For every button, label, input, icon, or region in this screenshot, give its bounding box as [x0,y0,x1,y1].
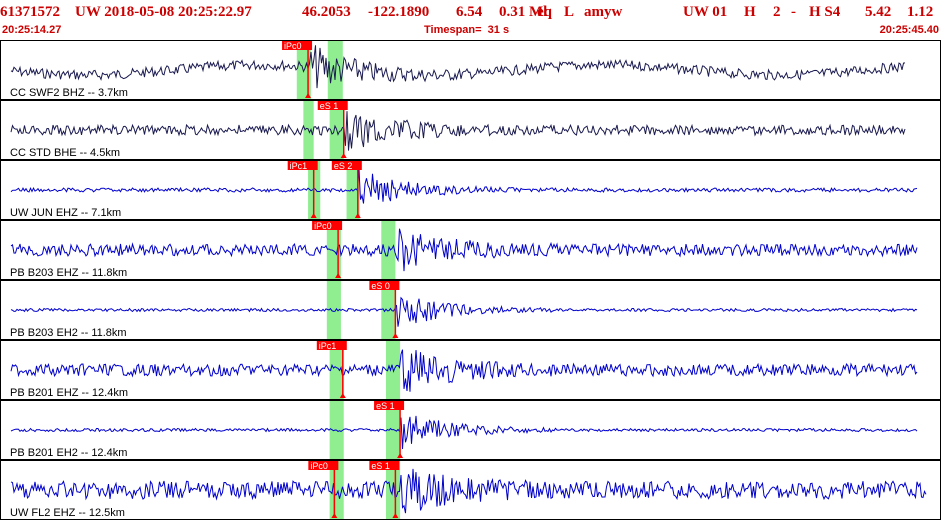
pick-tag[interactable] [331,161,362,170]
event-header: 61371572 UW 2018-05-08 20:25:22.97 46.2053… [0,0,941,40]
header-field-10: H [744,4,756,20]
waveform-trace [10,349,918,392]
station-label: UW JUN EHZ -- 7.1km [10,207,122,219]
pick-arrow-icon [354,213,361,218]
waveform-trace [10,45,906,89]
waveform-trace [10,415,918,450]
pick-arrow-icon [392,513,399,518]
pick-arrow-icon [335,273,342,278]
station-label: PB B203 EH2 -- 11.8km [10,327,127,339]
pick-tag[interactable] [369,281,400,290]
header-field-7: L [564,4,575,20]
pick-arrow-icon [339,393,346,398]
start-time: 20:25:14.27 [2,24,62,36]
pick-tag[interactable] [287,161,318,170]
s-pick-window [385,461,401,519]
pick-label: eS 1 [376,401,395,411]
waveform-trace [10,228,918,272]
station-label: CC STD BHE -- 4.5km [10,147,121,159]
pick-arrow-icon [305,93,312,98]
channel-panel[interactable]: iPc1 PB B201 EHZ -- 12.4km [0,340,941,400]
waveform-trace [10,296,918,327]
station-label: UW FL2 EHZ -- 12.5km [10,507,125,519]
station-label: PB B201 EH2 -- 12.4km [10,447,128,459]
channel-panel[interactable]: iPc0 eS 1 UW FL2 EHZ -- 12.5km [0,460,941,520]
header-field-14: 5.42 [865,4,892,20]
station-label: PB B203 EHZ -- 11.8km [10,267,128,279]
pick-label: iPc0 [284,41,302,51]
waveform-trace [10,168,918,204]
pick-label: iPc0 [314,221,332,231]
channel-panel[interactable]: iPc1 eS 2 UW JUN EHZ -- 7.1km [0,160,941,220]
header-field-9: UW 01 [683,4,728,20]
pick-tag[interactable] [282,41,313,50]
header-field-11: 2 [773,4,781,20]
waveform-trace [10,468,927,514]
pick-arrow-icon [331,513,338,518]
station-label: CC SWF2 BHZ -- 3.7km [10,87,128,99]
channel-panel[interactable]: eS 1 CC STD BHE -- 4.5km [0,100,941,160]
pick-tag[interactable] [308,461,339,470]
pick-arrow-icon [310,213,317,218]
end-time: 20:25:45.40 [879,24,939,36]
pick-tag[interactable] [374,401,405,410]
channel-panel[interactable]: eS 1 PB B201 EH2 -- 12.4km [0,400,941,460]
channel-panel[interactable]: iPc0 PB B203 EHZ -- 11.8km [0,220,941,280]
pick-arrow-icon [392,333,399,338]
waveform-plot: iPc0 [10,221,918,279]
waveform-plot: iPc0 [10,41,906,99]
p-pick-window [326,281,341,339]
channel-panel[interactable]: eS 0 PB B203 EH2 -- 11.8km [0,280,941,340]
channel-panel[interactable]: iPc0 CC SWF2 BHZ -- 3.7km [0,40,941,100]
header-field-0: 61371572 [0,4,60,20]
seismogram-panels: iPc0 CC SWF2 BHZ -- 3.7km eS 1 CC STD BHE -… [0,40,941,520]
p-pick-window [329,341,344,399]
pick-label: eS 1 [320,101,339,111]
waveform-plot: iPc1 [10,341,918,399]
header-field-8: amyw [584,4,623,20]
header-field-4: 6.54 [456,4,483,20]
s-pick-window [346,161,360,219]
waveform-plot: iPc0 eS 1 [10,461,927,519]
s-pick-window [381,281,396,339]
timespan-label: Timespan= 31 s [424,24,510,36]
waveform-trace [10,111,906,151]
waveform-plot: eS 0 [10,281,918,339]
pick-tag[interactable] [316,341,347,350]
waveform-plot: eS 1 [10,101,906,159]
station-label: PB B201 EHZ -- 12.4km [10,387,128,399]
header-field-2: 46.2053 [302,4,351,20]
header-field-3: -122.1890 [368,4,430,20]
pick-label: eS 0 [371,281,390,291]
pick-tag[interactable] [369,461,400,470]
pick-arrow-icon [397,453,404,458]
header-field-12: - [791,4,796,20]
waveform-plot: eS 1 [10,401,918,459]
pick-label: eS 1 [371,461,390,471]
pick-label: iPc0 [310,461,328,471]
pick-tag[interactable] [317,101,348,110]
pick-arrow-icon [340,153,347,158]
header-field-5: 0.31 Ml [499,4,548,20]
header-field-1: UW 2018-05-08 20:25:22.97 [75,4,252,20]
header-field-13: H S4 [809,4,841,20]
pick-tag[interactable] [312,221,343,230]
header-field-6: eq [537,4,552,20]
pick-label: eS 2 [334,161,353,171]
event-summary-line: 61371572 UW 2018-05-08 20:25:22.97 46.2053… [0,2,941,22]
pick-label: iPc1 [290,161,308,171]
pick-label: iPc1 [319,341,337,351]
header-field-15: 1.12 [907,4,934,20]
p-pick-window [329,461,344,519]
waveform-plot: iPc1 eS 2 [10,161,918,219]
